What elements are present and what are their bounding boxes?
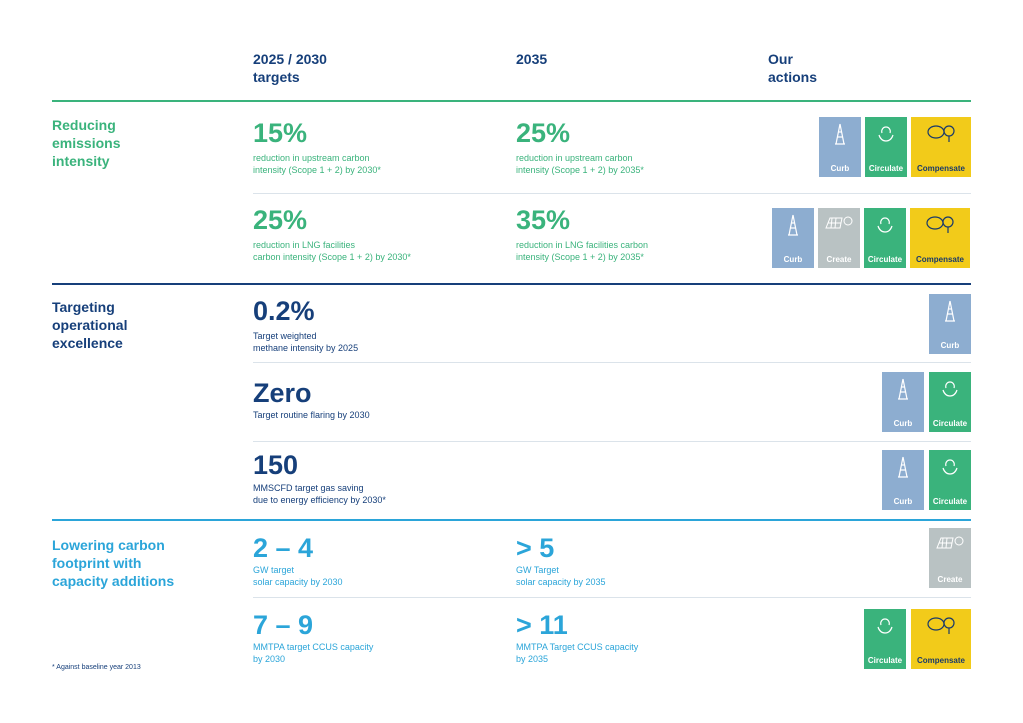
- target-value-2035: > 5: [516, 533, 555, 563]
- solar-panel-icon: [936, 536, 964, 549]
- section-title-reducing: Reducing emissions intensity: [52, 117, 121, 169]
- oil-rig-icon: [788, 214, 798, 236]
- action-tile-compensate: Compensate: [910, 208, 970, 268]
- target-description: Target weighted methane intensity by 202…: [253, 331, 359, 353]
- target-value: 25%: [253, 205, 308, 235]
- action-tile-circulate: Circulate: [864, 609, 906, 669]
- target-value: 0.2%: [253, 296, 315, 326]
- header-targets-2025-2030: 2025 / 2030 targets: [253, 51, 327, 85]
- co2-tree-icon: [927, 617, 955, 634]
- footnote: * Against baseline year 2013: [52, 664, 141, 671]
- target-value: 150: [253, 450, 299, 480]
- action-label: Circulate: [867, 656, 903, 665]
- action-tile-create: Create: [818, 208, 860, 268]
- oil-rig-icon: [898, 378, 908, 400]
- action-label: Circulate: [867, 255, 903, 264]
- target-value: 7 – 9: [253, 610, 314, 640]
- header-2035: 2035: [516, 51, 548, 67]
- oil-rig-icon: [898, 456, 908, 478]
- target-value: 15%: [253, 118, 308, 148]
- target-description: Target routine flaring by 2030: [253, 410, 370, 420]
- recycle-hands-icon: [878, 126, 894, 142]
- action-tile-curb: Curb: [882, 450, 924, 510]
- target-description-2035: reduction in upstream carbon intensity (…: [516, 153, 644, 175]
- target-description: reduction in LNG facilities carbon inten…: [253, 240, 411, 262]
- target-description: MMSCFD target gas saving due to energy e…: [253, 483, 386, 505]
- section-divider-lowering: [52, 519, 971, 521]
- target-description: reduction in upstream carbon intensity (…: [253, 153, 381, 175]
- row-divider: [253, 193, 971, 194]
- section-title-targeting: Targeting operational excellence: [52, 299, 128, 351]
- action-tile-compensate: Compensate: [911, 609, 971, 669]
- action-label: Create: [826, 255, 852, 264]
- oil-rig-icon: [835, 123, 845, 145]
- action-tile-create: Create: [929, 528, 971, 588]
- target-description: GW target solar capacity by 2030: [253, 565, 343, 587]
- oil-rig-icon: [945, 300, 955, 322]
- section-divider-reducing: [52, 100, 971, 102]
- target-value-2035: 25%: [516, 118, 571, 148]
- row-divider: [253, 597, 971, 598]
- action-tile-curb: Curb: [882, 372, 924, 432]
- action-tile-circulate: Circulate: [929, 372, 971, 432]
- co2-tree-icon: [927, 125, 955, 142]
- target-value-2035: 35%: [516, 205, 571, 235]
- section-divider-targeting: [52, 283, 971, 285]
- action-label: Circulate: [932, 419, 968, 428]
- recycle-hands-icon: [877, 217, 893, 233]
- target-description-2035: reduction in LNG facilities carbon inten…: [516, 240, 649, 262]
- row-divider: [253, 441, 971, 442]
- action-label: Create: [937, 575, 963, 584]
- action-label: Compensate: [916, 164, 965, 173]
- co2-tree-icon: [926, 216, 954, 233]
- action-tile-circulate: Circulate: [864, 208, 906, 268]
- action-tile-curb: Curb: [772, 208, 814, 268]
- target-description-2035: GW Target solar capacity by 2035: [516, 565, 606, 587]
- target-description: MMTPA target CCUS capacity by 2030: [253, 642, 374, 664]
- action-label: Circulate: [932, 497, 968, 506]
- recycle-hands-icon: [942, 459, 958, 475]
- action-label: Curb: [893, 419, 913, 428]
- action-tile-circulate: Circulate: [929, 450, 971, 510]
- action-tile-curb: Curb: [929, 294, 971, 354]
- action-tile-circulate: Circulate: [865, 117, 907, 177]
- row-divider: [253, 362, 971, 363]
- action-label: Curb: [940, 341, 960, 350]
- section-title-lowering: Lowering carbon footprint with capacity …: [52, 537, 175, 589]
- target-value: 2 – 4: [253, 533, 314, 563]
- target-value-2035: > 11: [516, 610, 568, 640]
- solar-panel-icon: [825, 216, 853, 229]
- header-our-actions: Our actions: [768, 51, 818, 85]
- action-label: Circulate: [868, 164, 904, 173]
- action-label: Compensate: [915, 255, 964, 264]
- action-label: Curb: [893, 497, 913, 506]
- recycle-hands-icon: [942, 381, 958, 397]
- target-description-2035: MMTPA Target CCUS capacity by 2035: [516, 642, 639, 664]
- target-value: Zero: [253, 378, 312, 408]
- action-tile-curb: Curb: [819, 117, 861, 177]
- action-tile-compensate: Compensate: [911, 117, 971, 177]
- action-label: Curb: [783, 255, 803, 264]
- action-label: Compensate: [916, 656, 965, 665]
- recycle-hands-icon: [877, 618, 893, 634]
- action-label: Curb: [830, 164, 850, 173]
